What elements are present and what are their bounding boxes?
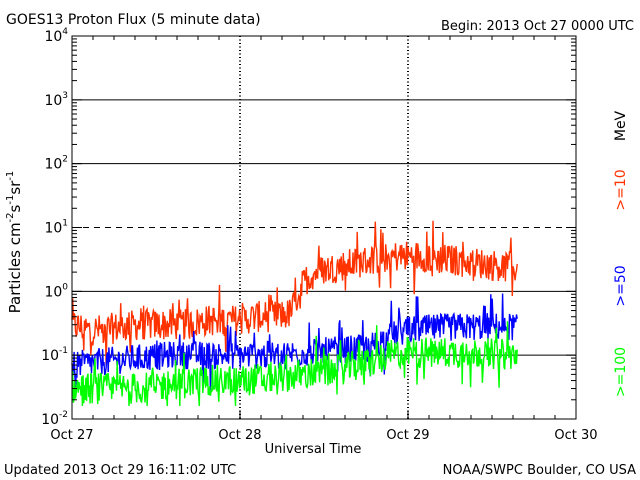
y-axis-label: Particles cm-2s-1sr-1 — [5, 171, 24, 314]
y-tick-label: 10-2 — [41, 410, 68, 428]
series-line-2 — [71, 293, 518, 391]
legend: MeV >=10 >=50 >=100 — [613, 110, 629, 397]
legend-unit: MeV — [613, 110, 629, 141]
legend-entry: >=50 — [613, 265, 629, 306]
series-group — [71, 220, 518, 407]
axes: 10-2 10-1 100 101 102 103 104 Oct 27 Oct 28 Oct 2… — [41, 27, 597, 443]
chart-title: GOES13 Proton Flux (5 minute data) — [6, 12, 261, 28]
svg-text:Particles cm-2s-1sr-1: Particles cm-2s-1sr-1 — [5, 171, 24, 314]
x-tick-label: Oct 29 — [386, 428, 429, 443]
y-tick-label: 104 — [44, 27, 68, 45]
y-tick-label: 101 — [44, 219, 68, 237]
series-line-3 — [71, 321, 518, 407]
y-tick-label: 100 — [44, 282, 68, 300]
x-tick-label: Oct 30 — [554, 428, 597, 443]
x-axis-label: Universal Time — [265, 442, 362, 457]
legend-entry: >=100 — [613, 347, 629, 397]
y-tick-label: 102 — [44, 155, 68, 173]
legend-entry: >=10 — [613, 169, 629, 210]
x-tick-label: Oct 28 — [218, 428, 261, 443]
updated-timestamp: Updated 2013 Oct 29 16:11:02 UTC — [4, 463, 236, 478]
x-tick-label: Oct 27 — [50, 428, 93, 443]
begin-label: Begin: 2013 Oct 27 0000 UTC — [441, 19, 634, 34]
series-line-1 — [71, 220, 518, 366]
y-tick-label: 10-1 — [41, 346, 68, 364]
y-tick-label: 103 — [44, 91, 68, 109]
credit-label: NOAA/SWPC Boulder, CO USA — [443, 463, 636, 478]
